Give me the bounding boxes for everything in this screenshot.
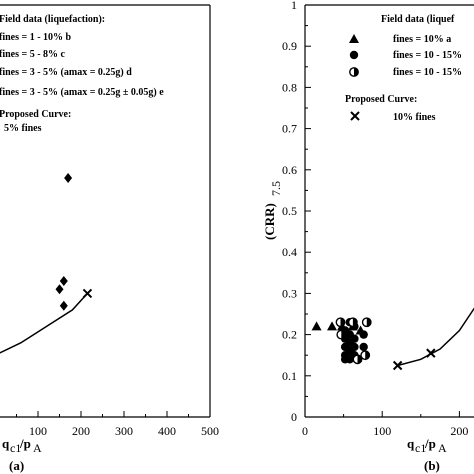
panel-b-y-tick-label: 0.2 xyxy=(282,328,297,342)
panel-b-y-axis-title: (CRR) xyxy=(262,203,277,240)
panel-b-y-tick-label: 0.3 xyxy=(282,286,297,300)
panel-b-x-axis-title-rest: /p xyxy=(424,436,436,451)
panel-b-y-tick-label: 1 xyxy=(291,0,297,12)
panel-b-point-x xyxy=(426,348,436,358)
panel-b-x-tick-label: 0 xyxy=(302,424,308,438)
panel-b-point-half-circle xyxy=(352,354,363,365)
panel-a-legend-line: fines = 3 - 5% (amax = 0.25g ± 0.05g) e xyxy=(0,87,164,98)
panel-b-point-half-circle xyxy=(347,317,358,328)
panel-a-point-diamond xyxy=(55,284,64,295)
panel-b-legend: Field data (liquef fines = 10% a fines = 1… xyxy=(345,14,462,123)
panel-b-x-axis-title-sub2: A xyxy=(438,441,447,455)
panel-a-marks xyxy=(0,173,93,354)
panel-b-y-axis-title-sub: 7.5 xyxy=(269,181,283,196)
panel-a-x-axis-title-rest: /p xyxy=(19,436,31,451)
panel-b-x-axis-title-sub: c1 xyxy=(415,441,426,455)
panel-b-proposed-curve xyxy=(397,307,474,367)
panel-b-x-tick-label: 100 xyxy=(373,424,391,438)
panel-a-proposed-curve xyxy=(0,292,89,354)
panel-b-point-x xyxy=(392,360,403,371)
panel-a-legend-line: 5% fines xyxy=(4,123,42,134)
panel-b-x-axis-title: q xyxy=(407,436,415,451)
panel-b-y-tick-label: 0.4 xyxy=(282,245,297,259)
panel-a-x-axis-title: q xyxy=(2,436,10,451)
panel-a-legend-line: Field data (liquefaction): xyxy=(0,14,105,25)
panel-b-point-triangle xyxy=(327,321,338,331)
panel-a-x-tick-label: 100 xyxy=(29,424,47,438)
panel-b-y-tick-label: 0 xyxy=(291,410,297,424)
panel-b-legend-label: fines = 10 - 15% xyxy=(393,50,462,61)
panel-b-point-half-circle xyxy=(361,317,372,328)
panel-b-point-half-circle xyxy=(336,329,347,340)
panel-a-x-tick-label: 500 xyxy=(201,424,219,438)
panel-b-y-tick-label: 0.9 xyxy=(282,39,297,53)
panel-a-x-axis-title-sub2: A xyxy=(33,441,42,455)
panel-a-legend-line: Proposed Curve: xyxy=(0,109,71,120)
panel-a-x-tick-label: 400 xyxy=(158,424,176,438)
panel-b-legend-label: fines = 10 - 15% xyxy=(393,67,462,78)
panel-b-y-tick-label: 0.5 xyxy=(282,204,297,218)
panel-a-x-axis-title-sub: c1 xyxy=(10,441,21,455)
panel-b-legend-marker-triangle xyxy=(349,34,359,43)
panel-b-marks xyxy=(311,298,474,371)
panel-a-x-ticks: 0100200300400500 xyxy=(16,411,219,438)
panel-b-y-tick-label: 0.1 xyxy=(282,369,297,383)
panel-b-label: (b) xyxy=(424,458,440,473)
panel-b-y-tick-label: 0.8 xyxy=(282,80,297,94)
panel-b-point-circle xyxy=(350,342,359,352)
panel-a-x-tick-label: 200 xyxy=(72,424,90,438)
panel-a-x-tick-label: 300 xyxy=(115,424,133,438)
panel-b: 0 0.1 0.2 0.3 0.4 0.5 0.6 0.7 0.8 0.9 1 0 100 200 Fi… xyxy=(262,0,474,473)
panel-a-point-diamond xyxy=(59,276,68,287)
panel-b-point-circle xyxy=(350,334,359,343)
panel-b-y-tick-label: 0.7 xyxy=(282,122,297,136)
panel-a-legend-line: fines = 5 - 8% c xyxy=(0,49,66,60)
panel-b-y-ticks: 0 0.1 0.2 0.3 0.4 0.5 0.6 0.7 0.8 0.9 1 xyxy=(282,0,311,424)
panel-b-legend-marker-x xyxy=(350,111,360,121)
panel-a-label: (a) xyxy=(9,458,24,473)
panel-a-legend-line: fines = 1 - 10% b xyxy=(0,32,72,43)
panel-b-x-ticks: 0 100 200 xyxy=(302,411,468,438)
panel-a-legend-line: fines = 3 - 5% (amax = 0.25g) d xyxy=(0,67,132,78)
panel-b-x-tick-label: 200 xyxy=(450,424,468,438)
panel-b-point-half-circle xyxy=(360,350,371,361)
panel-b-point-circle xyxy=(359,342,368,352)
panel-a-legend: Field data (liquefaction): fines = 1 - 10… xyxy=(0,14,164,134)
panel-b-curve-label: 10% fines xyxy=(393,112,436,123)
panel-a-point-diamond xyxy=(59,300,68,311)
panel-b-legend-label: fines = 10% a xyxy=(393,34,451,45)
panel-a-point-diamond xyxy=(64,173,73,184)
panel-b-legend-marker-circle xyxy=(349,50,359,60)
panel-b-legend-header: Field data (liquef xyxy=(381,14,455,25)
panel-b-point-triangle xyxy=(311,321,322,331)
panel-b-point-circle xyxy=(359,330,368,339)
panel-b-curve-header: Proposed Curve: xyxy=(345,94,417,105)
panel-a: 0100200300400500 Field data (liquefactio… xyxy=(0,4,219,473)
panel-b-legend-marker-half-circle xyxy=(349,67,359,77)
panel-b-y-tick-label: 0.6 xyxy=(282,163,297,177)
panel-b-point-half-circle xyxy=(335,317,346,328)
panel-a-point-x xyxy=(82,288,93,299)
